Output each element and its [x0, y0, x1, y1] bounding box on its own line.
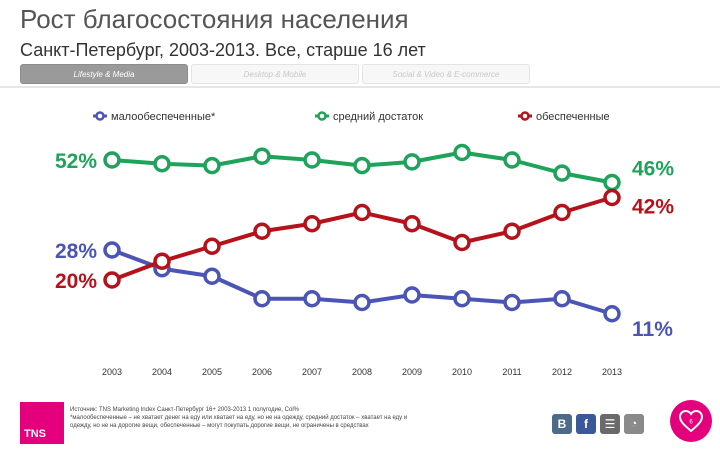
data-point: [453, 143, 471, 162]
data-point: [353, 203, 371, 222]
footer-notes: Источник: TNS Marketing Index Санкт-Пете…: [70, 406, 540, 430]
data-point: [553, 164, 571, 182]
x-tick-label: 2010: [452, 367, 472, 377]
facebook-icon[interactable]: f: [576, 414, 596, 434]
data-point: [303, 151, 321, 169]
heart-page-button[interactable]: 6: [670, 400, 712, 442]
legend-label: обеспеченные: [536, 111, 610, 123]
tab-bar: Lifestyle & Media Desktop & Mobile Socia…: [20, 64, 530, 84]
data-point: [603, 173, 621, 192]
data-point: [253, 290, 271, 308]
data-point: [403, 153, 421, 171]
data-point: [353, 293, 371, 312]
heart-icon: 6: [679, 410, 703, 432]
data-point: [453, 233, 471, 252]
vk-icon[interactable]: В: [552, 414, 572, 434]
data-point: [103, 271, 121, 289]
legend-label: малообеспеченные*: [111, 111, 216, 123]
tab-social-video-ecommerce[interactable]: Social & Video & E-commerce: [362, 64, 530, 84]
data-point: [153, 155, 171, 173]
header-divider: [0, 86, 720, 88]
source-note: Источник: TNS Marketing Index Санкт-Пете…: [70, 407, 299, 413]
data-point: [403, 286, 421, 304]
rss-icon[interactable]: ◔: [624, 414, 644, 434]
data-point: [453, 290, 471, 308]
tns-logo-text: TNS: [24, 428, 46, 440]
footer: TNS Источник: TNS Marketing Index Санкт-…: [0, 396, 720, 450]
x-tick-label: 2006: [252, 367, 272, 377]
data-point: [303, 290, 321, 308]
page-subtitle: Санкт-Петербург, 2003-2013. Все, старше …: [20, 40, 426, 60]
definition-note-2: одежду, но не на дорогие вещи, обеспечен…: [70, 423, 369, 429]
data-point: [203, 156, 221, 175]
x-tick-label: 2004: [152, 367, 172, 377]
data-point: [103, 241, 121, 259]
tab-lifestyle-media[interactable]: Lifestyle & Media: [20, 64, 188, 84]
definition-note-1: *малообеспеченные – не хватает денег на …: [70, 415, 408, 421]
x-tick-label: 2005: [202, 367, 222, 377]
data-point: [603, 188, 621, 207]
tab-desktop-mobile[interactable]: Desktop & Mobile: [191, 64, 359, 84]
data-point: [353, 156, 371, 175]
data-point: [153, 252, 171, 270]
data-point: [103, 151, 121, 169]
x-tick-label: 2012: [552, 367, 572, 377]
line-chart: малообеспеченные* средний достаток обеспеч…: [55, 111, 674, 377]
data-point: [203, 237, 221, 255]
tns-logo: TNS: [20, 402, 64, 444]
data-point: [303, 215, 321, 233]
data-point: [253, 147, 271, 165]
x-tick-label: 2009: [402, 367, 422, 377]
data-point: [203, 267, 221, 285]
data-point: [403, 215, 421, 233]
social-links: В f ☰ ◔: [552, 414, 644, 434]
legend-swatch-marker: [520, 111, 530, 121]
x-tick-label: 2007: [302, 367, 322, 377]
data-point: [553, 290, 571, 308]
data-point: [503, 222, 521, 240]
series-end-label: 11%: [632, 318, 673, 341]
blog-icon[interactable]: ☰: [600, 414, 620, 434]
x-tick-label: 2008: [352, 367, 372, 377]
x-tick-label: 2013: [602, 367, 622, 377]
page-title: Рост благосостояния населения: [20, 4, 409, 34]
series-end-label: 42%: [632, 196, 674, 219]
legend-swatch-marker: [317, 111, 327, 121]
legend-label: средний достаток: [333, 111, 423, 123]
series-start-label: 52%: [55, 150, 97, 173]
data-point: [253, 222, 271, 240]
legend-swatch-marker: [95, 111, 105, 121]
data-point: [503, 151, 521, 169]
data-point: [553, 203, 571, 222]
series-start-label: 28%: [55, 240, 97, 263]
x-tick-label: 2011: [502, 367, 521, 377]
x-tick-label: 2003: [102, 367, 122, 377]
series-end-label: 46%: [632, 158, 674, 181]
series-start-label: 20%: [55, 270, 97, 293]
data-point: [603, 305, 621, 323]
data-point: [503, 293, 521, 312]
page-number: 6: [689, 420, 693, 426]
